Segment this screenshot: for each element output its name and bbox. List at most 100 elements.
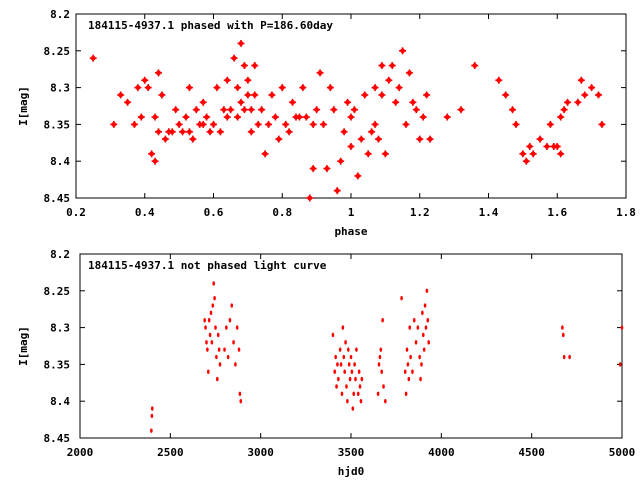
unphased-data-point — [340, 391, 344, 397]
phased-data-point — [598, 120, 606, 128]
phased-x-tick-label: 1.8 — [616, 206, 636, 219]
phased-data-point — [457, 106, 465, 114]
unphased-plot-frame — [79, 253, 623, 439]
phased-data-point — [216, 128, 224, 136]
unphased-data-point — [418, 354, 421, 360]
phased-data-point — [347, 113, 355, 121]
unphased-data-point — [212, 281, 215, 286]
phased-data-point — [543, 142, 551, 150]
phased-data-point — [185, 84, 193, 92]
phased-data-point — [553, 142, 561, 150]
phased-y-tick-label: 8.45 — [44, 192, 71, 205]
unphased-data-point — [425, 288, 429, 293]
phased-data-point — [326, 84, 334, 92]
phased-data-point — [258, 106, 266, 114]
unphased-data-point — [618, 362, 622, 367]
unphased-data-point — [421, 310, 424, 316]
unphased-data-point — [568, 354, 571, 360]
unphased-data-point — [337, 376, 340, 382]
phased-data-point — [399, 47, 407, 55]
unphased-data-point — [412, 318, 416, 323]
unphased-data-point — [343, 369, 346, 374]
unphased-data-point — [408, 325, 412, 330]
phased-data-point — [595, 91, 602, 99]
phased-data-point — [220, 106, 228, 114]
phased-data-point — [512, 120, 520, 128]
phased-data-point — [529, 150, 537, 158]
phased-data-point — [110, 120, 118, 128]
unphased-data-point — [344, 340, 347, 345]
phased-y-tick-label: 8.35 — [44, 118, 71, 131]
phased-data-point — [375, 135, 382, 143]
phased-data-point — [426, 135, 434, 143]
phased-data-point — [409, 98, 417, 106]
phased-data-point — [155, 128, 162, 136]
phased-data-point — [378, 91, 386, 99]
phased-data-point — [117, 91, 125, 99]
unphased-data-point — [352, 391, 356, 397]
unphased-data-point — [232, 340, 235, 345]
unphased-data-point — [348, 376, 352, 382]
phased-data-point — [285, 128, 293, 136]
phased-data-point — [395, 84, 403, 92]
phased-panel-title: 184115-4937.1 phased with P=186.60day — [88, 19, 333, 32]
phased-data-point — [564, 98, 572, 106]
unphased-data-point — [338, 347, 342, 352]
phased-data-point — [185, 128, 193, 136]
phased-data-point — [364, 150, 372, 158]
phased-y-axis-title: I[mag] — [17, 86, 30, 126]
unphased-data-point — [411, 369, 414, 374]
phased-panel: 184115-4937.1 phased with P=186.60day ph… — [17, 8, 636, 238]
phased-data-point — [144, 84, 152, 92]
phased-data-point — [526, 142, 534, 150]
unphased-data-point — [218, 362, 222, 367]
unphased-data-point — [416, 325, 420, 330]
unphased-data-point — [237, 347, 241, 352]
unphased-data-point — [380, 369, 384, 374]
phased-data-point — [416, 135, 424, 143]
phased-data-point — [368, 128, 376, 136]
phased-data-point — [381, 150, 389, 158]
unphased-x-tick-label: 2000 — [67, 446, 94, 459]
phased-data-point — [295, 113, 303, 121]
unphased-data-points — [150, 281, 624, 433]
phased-data-point — [588, 84, 596, 92]
phased-data-point — [148, 150, 156, 158]
phased-data-point — [223, 113, 231, 121]
unphased-data-point — [211, 303, 215, 308]
phased-data-point — [199, 98, 207, 106]
unphased-data-point — [346, 399, 349, 404]
phased-data-point — [519, 150, 527, 158]
phased-data-point — [557, 150, 565, 158]
unphased-panel-title: 184115-4937.1 not phased light curve — [88, 259, 327, 272]
phased-data-point — [182, 113, 190, 121]
phased-data-point — [361, 91, 369, 99]
phased-data-point — [168, 128, 176, 136]
unphased-y-tick-label: 8.3 — [50, 322, 70, 335]
phased-data-point — [282, 120, 290, 128]
phased-data-point — [261, 150, 269, 158]
phased-data-point — [275, 135, 283, 143]
phased-data-point — [158, 91, 166, 99]
unphased-data-point — [409, 354, 412, 360]
unphased-data-point — [407, 376, 411, 382]
phased-data-point — [134, 84, 142, 92]
phased-data-point — [271, 113, 279, 121]
unphased-y-tick-label: 8.25 — [44, 285, 71, 298]
phased-data-point — [151, 113, 159, 121]
unphased-data-point — [342, 354, 346, 360]
unphased-x-tick-label: 5000 — [609, 446, 636, 459]
phased-data-point — [141, 76, 149, 84]
unphased-data-point — [226, 354, 230, 360]
unphased-data-point — [238, 391, 242, 397]
phased-data-points — [89, 39, 606, 202]
phased-data-point — [574, 98, 582, 106]
phased-data-point — [203, 113, 211, 121]
unphased-data-point — [379, 347, 383, 352]
unphased-data-point — [150, 428, 153, 433]
unphased-data-point — [204, 325, 207, 330]
unphased-data-point — [205, 340, 208, 345]
unphased-data-point — [345, 384, 348, 389]
phased-data-point — [320, 120, 327, 128]
unphased-y-tick-label: 8.35 — [44, 358, 71, 371]
